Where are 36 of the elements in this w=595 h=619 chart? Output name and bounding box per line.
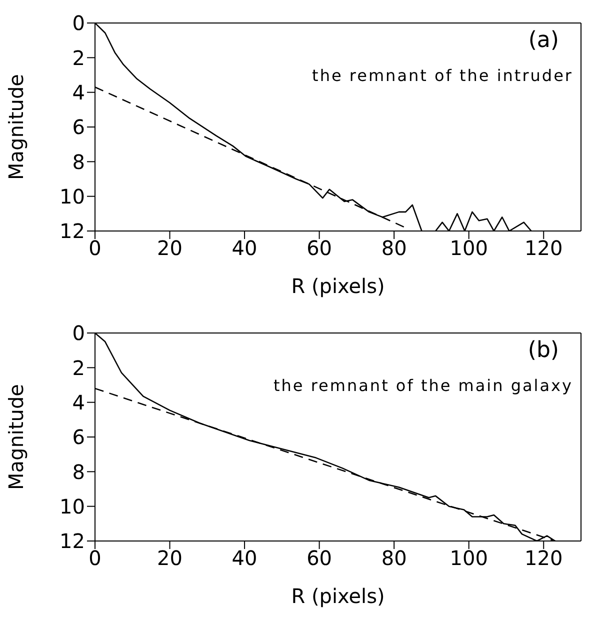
y-axis-title: Magnitude	[4, 384, 28, 490]
y-tick-label: 0	[72, 11, 85, 36]
x-tick-label: 0	[88, 546, 102, 570]
y-tick-label: 0	[72, 321, 85, 346]
x-tick-label: 60	[306, 546, 332, 570]
y-tick-label: 12	[60, 219, 85, 244]
y-axis-title: Magnitude	[4, 74, 28, 180]
y-tick-label: 8	[72, 150, 85, 174]
y-tick-label: 6	[72, 425, 85, 450]
x-axis-title: R (pixels)	[291, 584, 385, 608]
x-tick-label: 20	[157, 546, 182, 570]
x-tick-label: 40	[232, 546, 258, 570]
annotation: (a)	[528, 28, 559, 53]
x-tick-label: 120	[524, 236, 563, 260]
annotation: the remnant of the intruder	[312, 66, 573, 85]
y-tick-label: 12	[60, 529, 85, 554]
x-tick-label: 0	[88, 236, 102, 260]
x-tick-label: 100	[450, 546, 488, 570]
y-tick-label: 10	[60, 184, 85, 208]
x-tick-label: 40	[232, 236, 258, 260]
x-axis-title: R (pixels)	[291, 274, 385, 298]
annotation: (b)	[528, 338, 559, 363]
y-tick-label: 2	[72, 46, 85, 70]
x-tick-label: 80	[381, 546, 407, 570]
x-tick-label: 80	[381, 236, 407, 260]
annotation: the remnant of the main galaxy	[273, 376, 573, 395]
x-tick-label: 100	[450, 236, 488, 260]
y-tick-label: 2	[72, 356, 85, 380]
x-tick-label: 120	[524, 546, 563, 570]
y-tick-label: 6	[72, 115, 85, 140]
y-tick-label: 4	[72, 390, 85, 414]
x-tick-label: 60	[306, 236, 332, 260]
x-tick-label: 20	[157, 236, 182, 260]
y-tick-label: 10	[60, 494, 85, 518]
y-tick-label: 8	[72, 460, 85, 484]
y-tick-label: 4	[72, 80, 85, 104]
